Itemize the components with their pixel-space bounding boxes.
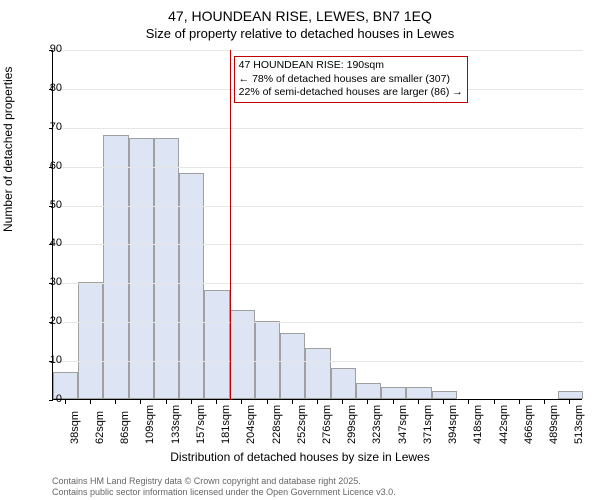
annotation-line3: 22% of semi-detached houses are larger (… — [239, 86, 463, 100]
x-tick-label: 394sqm — [447, 405, 459, 444]
x-tick-mark — [393, 400, 394, 404]
histogram-bar — [129, 138, 154, 399]
histogram-bar — [154, 138, 179, 399]
annotation-box: 47 HOUNDEAN RISE: 190sqm ← 78% of detach… — [234, 56, 468, 103]
plot-area: 47 HOUNDEAN RISE: 190sqm ← 78% of detach… — [52, 50, 582, 400]
histogram-bar — [103, 135, 128, 399]
grid-line — [53, 244, 583, 245]
y-tick-mark — [49, 244, 53, 245]
x-tick-label: 157sqm — [195, 405, 207, 444]
x-tick-mark — [544, 400, 545, 404]
grid-line — [53, 167, 583, 168]
y-tick-label: 30 — [32, 276, 62, 288]
histogram-bar — [78, 282, 103, 399]
x-tick-label: 276sqm — [321, 405, 333, 444]
x-tick-mark — [443, 400, 444, 404]
x-tick-mark — [519, 400, 520, 404]
x-tick-mark — [418, 400, 419, 404]
x-tick-mark — [216, 400, 217, 404]
histogram-bar — [356, 383, 381, 399]
footer-line1: Contains HM Land Registry data © Crown c… — [52, 476, 396, 487]
histogram-bar — [255, 321, 280, 399]
annotation-line2: ← 78% of detached houses are smaller (30… — [239, 73, 463, 87]
grid-line — [53, 283, 583, 284]
y-tick-mark — [49, 89, 53, 90]
footer-line2: Contains public sector information licen… — [52, 487, 396, 498]
x-tick-mark — [342, 400, 343, 404]
y-tick-label: 0 — [32, 393, 62, 405]
x-tick-mark — [494, 400, 495, 404]
y-axis-label: Number of detached properties — [1, 67, 15, 232]
y-tick-label: 10 — [32, 354, 62, 366]
y-tick-mark — [49, 400, 53, 401]
x-tick-label: 181sqm — [220, 405, 232, 444]
x-tick-label: 442sqm — [498, 405, 510, 444]
x-tick-mark — [367, 400, 368, 404]
y-tick-mark — [49, 128, 53, 129]
chart-subtitle: Size of property relative to detached ho… — [0, 26, 600, 41]
x-tick-mark — [166, 400, 167, 404]
y-tick-mark — [49, 283, 53, 284]
x-tick-label: 38sqm — [69, 411, 81, 444]
grid-line — [53, 322, 583, 323]
x-tick-label: 133sqm — [170, 405, 182, 444]
x-tick-mark — [191, 400, 192, 404]
grid-line — [53, 128, 583, 129]
y-tick-label: 80 — [32, 82, 62, 94]
x-tick-label: 62sqm — [94, 411, 106, 444]
x-tick-label: 371sqm — [422, 405, 434, 444]
histogram-bar — [305, 348, 330, 399]
grid-line — [53, 50, 583, 51]
histogram-bar — [381, 387, 406, 399]
x-tick-mark — [292, 400, 293, 404]
histogram-bar — [280, 333, 305, 399]
x-tick-label: 228sqm — [271, 405, 283, 444]
histogram-bar — [179, 173, 204, 399]
histogram-bar — [406, 387, 431, 399]
x-axis-label: Distribution of detached houses by size … — [0, 450, 600, 464]
x-tick-label: 489sqm — [548, 405, 560, 444]
x-tick-mark — [115, 400, 116, 404]
x-tick-mark — [317, 400, 318, 404]
x-tick-mark — [65, 400, 66, 404]
y-tick-label: 40 — [32, 237, 62, 249]
histogram-bar — [331, 368, 356, 399]
y-tick-label: 50 — [32, 199, 62, 211]
grid-line — [53, 206, 583, 207]
y-tick-label: 60 — [32, 160, 62, 172]
x-tick-label: 466sqm — [523, 405, 535, 444]
y-tick-mark — [49, 361, 53, 362]
y-tick-mark — [49, 206, 53, 207]
y-tick-label: 90 — [32, 43, 62, 55]
x-tick-mark — [569, 400, 570, 404]
x-tick-label: 418sqm — [472, 405, 484, 444]
x-tick-label: 323sqm — [371, 405, 383, 444]
grid-line — [53, 361, 583, 362]
x-tick-label: 513sqm — [573, 405, 585, 444]
x-tick-label: 109sqm — [144, 405, 156, 444]
histogram-bar — [204, 290, 229, 399]
histogram-bar — [558, 391, 583, 399]
x-tick-mark — [90, 400, 91, 404]
annotation-line1: 47 HOUNDEAN RISE: 190sqm — [239, 59, 463, 73]
x-tick-mark — [468, 400, 469, 404]
x-tick-label: 86sqm — [119, 411, 131, 444]
x-tick-mark — [241, 400, 242, 404]
y-tick-mark — [49, 167, 53, 168]
marker-line — [230, 50, 231, 400]
y-tick-label: 20 — [32, 315, 62, 327]
y-tick-mark — [49, 322, 53, 323]
y-tick-label: 70 — [32, 121, 62, 133]
chart-container: 47, HOUNDEAN RISE, LEWES, BN7 1EQ Size o… — [0, 0, 600, 500]
x-tick-mark — [140, 400, 141, 404]
x-tick-label: 347sqm — [397, 405, 409, 444]
chart-title: 47, HOUNDEAN RISE, LEWES, BN7 1EQ — [0, 8, 600, 24]
x-tick-label: 204sqm — [245, 405, 257, 444]
footer: Contains HM Land Registry data © Crown c… — [52, 476, 396, 498]
histogram-bar — [432, 391, 457, 399]
x-tick-label: 299sqm — [346, 405, 358, 444]
x-tick-label: 252sqm — [296, 405, 308, 444]
x-tick-mark — [267, 400, 268, 404]
y-tick-mark — [49, 50, 53, 51]
